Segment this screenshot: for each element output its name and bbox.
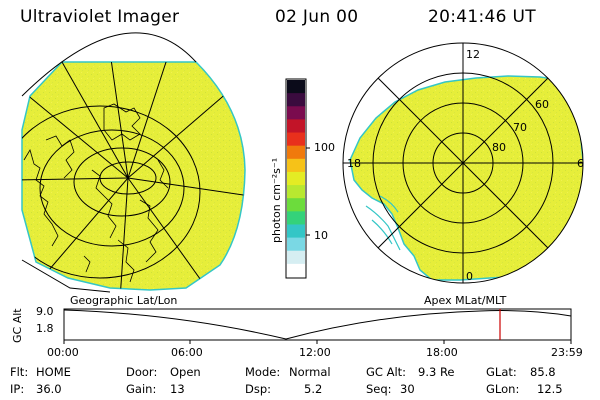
altitude-ytick-low: 1.8 xyxy=(36,322,54,335)
mlt-label-0: 0 xyxy=(466,270,473,283)
mode-label: Mode: xyxy=(245,365,281,379)
colorbar-label-100: 100 xyxy=(314,141,335,154)
time-tick-0000: 00:00 xyxy=(47,346,79,359)
time-tick-1800: 18:00 xyxy=(426,346,458,359)
auroral-image-polar xyxy=(349,75,583,281)
colorbar-segment xyxy=(287,198,305,212)
time-tick-1200: 12:00 xyxy=(299,346,331,359)
mlat-mlt-grid xyxy=(342,42,584,284)
time-tick-0600: 06:00 xyxy=(171,346,203,359)
limb-arc-bottom xyxy=(21,259,111,293)
mlt-label-6: 6 xyxy=(577,157,584,170)
image-time: 20:41:46 UT xyxy=(428,7,536,27)
glat-label: GLat: xyxy=(486,365,517,379)
ip-label: IP: xyxy=(10,382,25,396)
gc-alt-label: GC Alt: xyxy=(366,365,407,379)
colorbar-segment xyxy=(287,80,305,94)
gain-label: Gain: xyxy=(126,382,157,396)
colorbar-segment xyxy=(287,145,305,160)
altitude-curve xyxy=(63,309,572,340)
altitude-ylabel: GC Alt xyxy=(11,308,24,343)
lat-lon-grid xyxy=(22,62,245,290)
geographic-panel xyxy=(21,32,246,293)
gc-alt-value: 9.3 Re xyxy=(418,365,455,379)
limb-arc-top xyxy=(21,32,197,97)
polar-panel xyxy=(342,42,584,284)
colorbar-segment xyxy=(287,224,305,239)
instrument-title: Ultraviolet Imager xyxy=(20,7,180,27)
colorbar-segment xyxy=(287,93,305,107)
door-value: Open xyxy=(170,365,201,379)
colorbar-segment xyxy=(287,263,305,278)
colorbar-segment xyxy=(287,250,305,265)
door-label: Door: xyxy=(126,365,158,379)
ip-value: 36.0 xyxy=(36,382,62,396)
glon-label: GLon: xyxy=(486,382,520,396)
colorbar-segment xyxy=(287,106,305,120)
colorbar xyxy=(285,78,310,279)
colorbar-segment xyxy=(287,171,305,186)
seq-label: Seq: xyxy=(366,382,392,396)
colorbar-segment xyxy=(287,237,305,252)
colorbar-segment xyxy=(287,211,305,225)
mode-value: Normal xyxy=(289,365,331,379)
apex-projection-label: Apex MLat/MLT xyxy=(424,294,507,307)
altitude-plot xyxy=(63,308,572,344)
flt-label: Flt: xyxy=(10,365,29,379)
auroral-image-geographic xyxy=(21,61,246,291)
mlat-label-60: 60 xyxy=(535,98,549,111)
colorbar-segment xyxy=(287,158,305,173)
colorbar-segment xyxy=(287,185,305,199)
glat-value: 85.8 xyxy=(530,365,556,379)
time-tick-2359: 23:59 xyxy=(551,346,583,359)
mlt-label-18: 18 xyxy=(347,157,361,170)
mlat-label-80: 80 xyxy=(492,141,506,154)
colorbar-frame xyxy=(285,78,307,279)
glon-value: 12.5 xyxy=(537,382,563,396)
seq-value: 30 xyxy=(400,382,415,396)
colorbar-label-10: 10 xyxy=(314,229,328,242)
coastlines xyxy=(23,103,169,283)
gain-value: 13 xyxy=(170,382,185,396)
geographic-projection-label: Geographic Lat/Lon xyxy=(70,294,178,307)
mlat-label-70: 70 xyxy=(513,121,527,134)
dsp-value: 5.2 xyxy=(304,382,323,396)
flt-value: HOME xyxy=(36,365,71,379)
image-date: 02 Jun 00 xyxy=(275,7,359,27)
colorbar-segment xyxy=(287,132,305,147)
colorbar-unit-label: photon cm⁻²s⁻¹ xyxy=(270,157,283,243)
altitude-ytick-high: 9.0 xyxy=(36,305,54,318)
altitude-plot-frame xyxy=(63,308,572,341)
colorbar-segment xyxy=(287,119,305,134)
mlt-label-12: 12 xyxy=(466,48,480,61)
dsp-label: Dsp: xyxy=(245,382,272,396)
